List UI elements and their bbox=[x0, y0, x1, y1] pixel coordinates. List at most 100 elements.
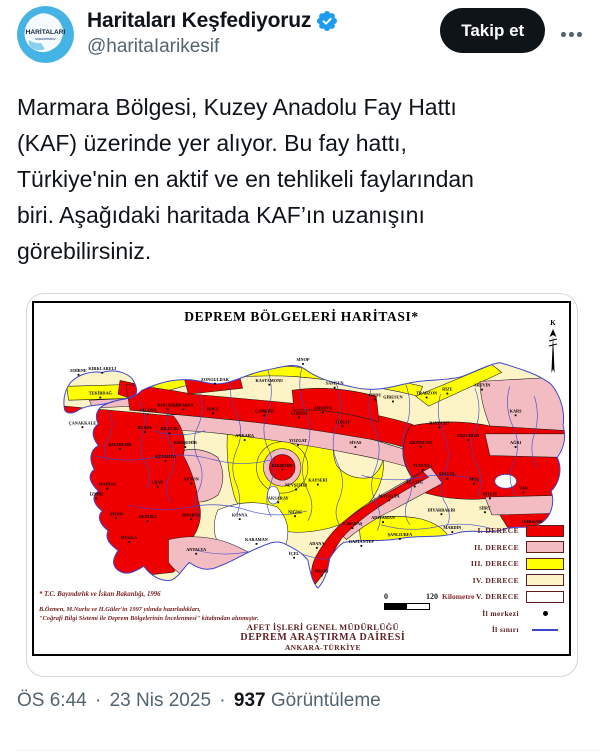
svg-text:SAKARYA: SAKARYA bbox=[173, 403, 194, 408]
city-marker: AFYON bbox=[184, 477, 200, 485]
city-marker: KONYA bbox=[232, 512, 248, 521]
tweet-text: Marmara Bölgesi, Kuzey Anadolu Fay Hattı… bbox=[0, 89, 600, 269]
bottom-divider bbox=[16, 750, 600, 751]
tweet-header: HARİTALARI KEŞFEDİYORUZ Haritaları Keşfe… bbox=[0, 0, 600, 63]
city-marker: KARS bbox=[510, 408, 522, 417]
verified-badge-icon bbox=[317, 11, 338, 32]
legend-zone-label: IV. DERECE bbox=[472, 575, 519, 585]
svg-text:ANKARA: ANKARA bbox=[235, 433, 255, 438]
svg-text:İÇEL: İÇEL bbox=[289, 551, 300, 556]
svg-text:EDİRNE: EDİRNE bbox=[70, 368, 87, 373]
tweet-line: Türkiye'nin en aktif ve en tehlikeli fay… bbox=[17, 166, 474, 192]
handle[interactable]: @haritaIarikesif bbox=[87, 36, 220, 58]
footnote-line: B.Özmen, M.Nurlu ve H.Güler'in 1997 yılı… bbox=[39, 605, 201, 613]
legend-symbol-label: İl sınırı bbox=[491, 625, 519, 634]
display-name[interactable]: Haritaları Keşfediyoruz bbox=[87, 9, 312, 32]
svg-text:KOCAELİ: KOCAELİ bbox=[157, 403, 177, 408]
svg-text:AYDIN: AYDIN bbox=[109, 511, 123, 516]
city-marker: ADIYAMAN bbox=[371, 515, 396, 523]
tweet-image-card[interactable]: DEPREM BÖLGELERİ HARİTASI* K bbox=[26, 293, 578, 677]
scale-rect bbox=[384, 603, 430, 610]
city-marker: ORDU bbox=[369, 393, 382, 401]
city-marker: AĞRI bbox=[510, 440, 521, 448]
tweet-line: görebilirsiniz. bbox=[17, 238, 152, 264]
city-marker: ARTVİN bbox=[474, 383, 491, 391]
svg-text:ELAZIĞ: ELAZIĞ bbox=[406, 480, 423, 485]
city-marker: TRABZON bbox=[416, 391, 438, 399]
city-marker: ESKİŞEHİR bbox=[174, 440, 198, 448]
legend-color-swatch bbox=[526, 524, 564, 537]
more-menu-icon[interactable] bbox=[559, 28, 584, 41]
svg-text:ZONGULDAK: ZONGULDAK bbox=[201, 377, 230, 382]
city-marker: ADANA bbox=[309, 541, 325, 549]
city-marker: BOLU bbox=[207, 406, 219, 415]
timestamp-link[interactable]: ÖS 6:44 · 23 Nis 2025 bbox=[17, 690, 216, 711]
time: ÖS 6:44 bbox=[17, 690, 87, 711]
city-marker: MANİSA bbox=[99, 482, 117, 490]
city-marker: KOCAELİ bbox=[157, 403, 178, 411]
legend-color-swatch bbox=[526, 574, 564, 586]
city-marker: GAZİANTEP bbox=[349, 539, 374, 547]
svg-text:UŞAK: UŞAK bbox=[152, 480, 165, 485]
avatar[interactable]: HARİTALARI KEŞFEDİYORUZ bbox=[17, 6, 74, 63]
city-marker: TOKAT bbox=[335, 419, 350, 428]
city-marker: NİĞDE bbox=[288, 509, 302, 518]
separator: · bbox=[219, 690, 226, 711]
city-marker: ANKARA bbox=[235, 433, 255, 441]
city-marker: SİNOP bbox=[296, 357, 310, 365]
svg-text:NEVŞEHİR: NEVŞEHİR bbox=[285, 483, 308, 488]
van-lake bbox=[494, 473, 517, 489]
city-marker: BURSA bbox=[138, 425, 153, 434]
legend-row: V. DERECE bbox=[471, 590, 564, 603]
city-marker: KIRŞEHİR bbox=[272, 463, 294, 471]
svg-text:BİTLİS: BİTLİS bbox=[483, 492, 498, 497]
city-marker: BİNGÖL bbox=[439, 472, 456, 480]
svg-text:ÇANAKKALE: ÇANAKKALE bbox=[69, 420, 97, 425]
city-marker: SİVAS bbox=[349, 440, 362, 448]
svg-text:İZMİR: İZMİR bbox=[90, 492, 104, 497]
svg-text:SAMSUN: SAMSUN bbox=[326, 381, 345, 386]
city-marker: TUNCELİ bbox=[413, 463, 433, 471]
svg-text:KAYSERİ: KAYSERİ bbox=[308, 478, 327, 483]
footnote-line: "Coğrafi Bilgi Sistemi ile Deprem Bölgel… bbox=[39, 615, 259, 623]
city-markers: EDİRNE KIRKLARELİ TEKİRDAĞ ÇANAKKALE BALIKES… bbox=[69, 357, 543, 577]
city-marker: RİZE bbox=[442, 387, 453, 395]
svg-text:TOKAT: TOKAT bbox=[335, 419, 350, 424]
tweet-line: biri. Aşağıdaki haritada KAF’ın uzanışın… bbox=[17, 202, 425, 228]
city-marker: GİRESUN bbox=[383, 395, 404, 403]
city-marker: İZMİR bbox=[90, 492, 104, 500]
map-footnotes: * T.C. Bayındırlık ve İskan Bakanlığı, 1… bbox=[39, 591, 259, 624]
city-marker: ISPARTA bbox=[182, 512, 201, 521]
svg-text:RİZE: RİZE bbox=[442, 387, 453, 392]
svg-text:DİYARBAKIR: DİYARBAKIR bbox=[428, 507, 456, 512]
svg-text:KIRKLARELİ: KIRKLARELİ bbox=[88, 366, 116, 371]
svg-text:ISPARTA: ISPARTA bbox=[182, 512, 201, 517]
legend-row: II. DERECE bbox=[471, 541, 564, 553]
svg-text:VAN: VAN bbox=[519, 486, 529, 491]
svg-text:HATAY: HATAY bbox=[315, 569, 329, 574]
city-marker: KÜTAHYA bbox=[155, 454, 177, 462]
city-marker: KAYSERİ bbox=[308, 478, 328, 486]
city-marker: VAN bbox=[519, 486, 529, 494]
svg-text:ŞANLIURFA: ŞANLIURFA bbox=[388, 532, 413, 537]
city-marker: ERZİNCAN bbox=[409, 440, 433, 448]
svg-text:AKSARAY: AKSARAY bbox=[268, 495, 289, 500]
name-block[interactable]: Haritaları Keşfediyoruz @haritaIarikesif bbox=[87, 6, 432, 59]
legend-row: III. DERECE bbox=[471, 557, 564, 570]
legend-color-swatch bbox=[526, 590, 564, 603]
city-marker: ÇORUM bbox=[291, 410, 307, 419]
svg-text:MALATYA: MALATYA bbox=[378, 493, 400, 498]
city-marker: TEKİRDAĞ bbox=[89, 391, 113, 399]
svg-text:ADIYAMAN: ADIYAMAN bbox=[371, 515, 396, 520]
city-marker: KIRKLARELİ bbox=[88, 366, 116, 374]
attribution-line: AFET İŞLERİ GENEL MÜDÜRLÜĞÜ bbox=[246, 622, 399, 632]
svg-text:ORDU: ORDU bbox=[369, 393, 382, 398]
map-attribution: AFET İŞLERİ GENEL MÜDÜRLÜĞÜ DEPREM ARAŞT… bbox=[152, 622, 494, 652]
follow-button[interactable]: Takip et bbox=[440, 8, 546, 53]
scale-unit: Kilometre bbox=[442, 592, 475, 601]
attribution-line: ANKARA-TÜRKİYE bbox=[284, 643, 361, 652]
city-marker: MUŞ bbox=[469, 477, 479, 485]
svg-text:TRABZON: TRABZON bbox=[416, 391, 438, 396]
svg-text:KIRŞEHİR: KIRŞEHİR bbox=[272, 463, 294, 468]
tweet-footer: ÖS 6:44 · 23 Nis 2025 · 937 Görüntüleme bbox=[17, 690, 381, 712]
